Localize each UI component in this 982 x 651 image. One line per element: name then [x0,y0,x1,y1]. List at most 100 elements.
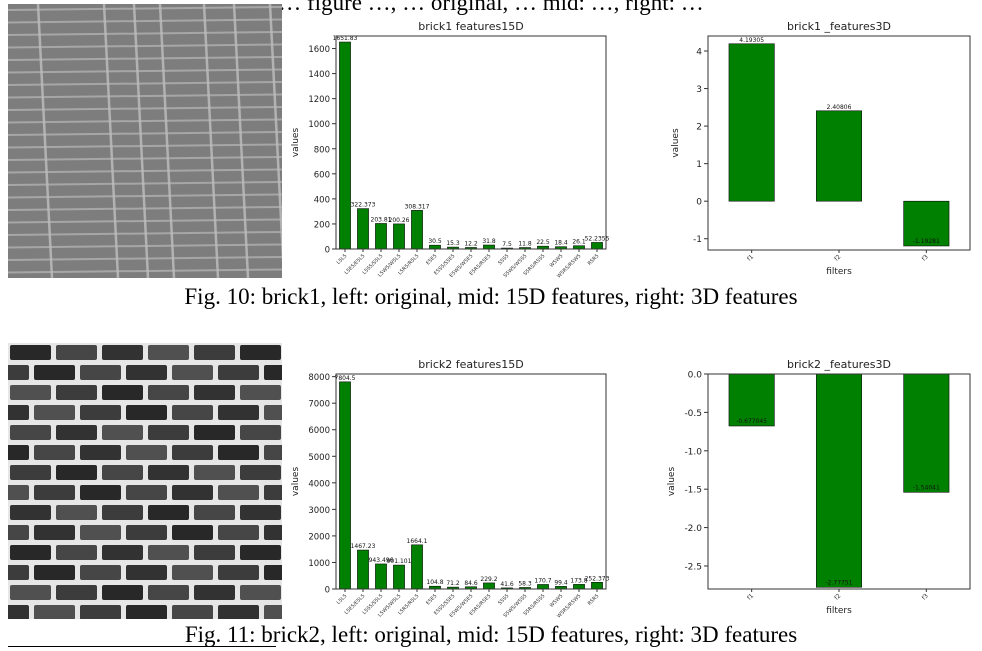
data-label: 943.496 [369,557,394,564]
brick1-3d-chart: brick1 _features3D -1 0 1 2 3 4 values 4.19305 f1… [671,20,971,277]
y-tick-label: 6000 [308,426,330,436]
brick [102,465,143,480]
brick [8,525,29,540]
y-axis-label: values [291,467,301,497]
bar-l5e5-e5l5 [357,549,369,590]
brick [8,365,29,380]
brick [172,405,213,420]
brick [240,385,281,400]
mortar-line [8,156,282,161]
data-label: 84.6 [464,580,478,587]
data-label: 200.26 [389,217,410,224]
brick [102,505,143,520]
data-label: 11.8 [518,241,532,248]
brick [218,525,259,540]
brick [8,605,29,619]
bar-e5r5-r5e5 [483,582,495,590]
mortar-line [8,143,282,149]
x-tick-label: R5R5 [587,593,601,607]
brick [34,445,75,460]
y-tick-label: 600 [314,170,330,180]
x-axis-label: filters [826,606,852,616]
x-tick-label: S5S5 [497,593,510,606]
brick [80,485,121,500]
data-label: -1.19281 [913,238,940,245]
data-label: 99.4 [554,579,568,586]
mortar-line [8,256,282,261]
brick [34,565,75,580]
mortar-line [8,81,282,86]
vertical-joint [232,4,250,278]
brick [264,485,282,500]
bar-l5s5-s5l5 [375,223,387,250]
brick [10,545,51,560]
y-tick-label: -1.5 [684,486,702,496]
brick [126,485,167,500]
data-label: -2.77751 [826,579,853,586]
data-label: 252.373 [585,575,610,582]
vertical-joint [158,4,176,278]
brick [148,385,189,400]
bar-l5s5-s5l5 [375,563,387,590]
brick [102,425,143,440]
data-label: 58.3 [518,580,532,587]
brick [126,605,167,619]
data-label: 31.8 [482,238,496,245]
brick [264,605,282,619]
brick1-texture-image [8,4,282,278]
y-tick-label: 7000 [308,400,330,410]
brick2-3d-chart: brick2 _features3D 0.0 -0.5 -1.0 -1.5 -2.0 -2.… [667,358,971,616]
footnote-rule [8,646,276,647]
x-tick-label: R5R5 [587,253,601,267]
brick [240,425,281,440]
brick [240,505,281,520]
x-tick-label: E5E5 [425,593,438,606]
bar-l5e5-e5l5 [357,208,369,250]
chart-title: brick1 _features3D [787,20,891,33]
x-axis-label: filters [826,267,852,277]
bar-l5l5 [339,41,351,250]
plot-frame [335,373,607,590]
brick [8,405,29,420]
data-label: 1467.23 [351,543,376,550]
brick [126,405,167,420]
mortar-line [8,118,282,124]
y-tick-label: -1 [693,235,702,245]
vertical-joint [36,4,54,278]
brick [194,385,235,400]
y-axis-label: values [671,128,681,158]
brick [102,585,143,600]
x-tick-label: f3 [921,592,930,601]
brick [34,525,75,540]
data-label: 30.5 [428,238,442,245]
bar-f3 [903,200,950,247]
bar-f1 [728,373,775,427]
brick [56,345,97,360]
brick [218,565,259,580]
brick [240,465,281,480]
bar-w5r5-r5w5 [573,584,585,590]
data-label: 52.2355 [585,235,610,242]
brick [148,545,189,560]
brick [218,445,259,460]
brick2-texture-image [8,343,282,619]
data-label: 1664.1 [407,538,428,545]
brick [8,565,29,580]
mortar-line [8,6,282,11]
data-label: 229.2 [480,576,497,583]
brick [56,385,97,400]
brick [56,465,97,480]
data-label: 7.5 [502,241,512,248]
x-tick-label: f2 [833,592,842,601]
brick [264,525,282,540]
brick [8,445,29,460]
bar-l5l5 [339,381,351,590]
y-tick-label: 0 [325,586,330,596]
brick [102,545,143,560]
y-tick-label: -0.5 [684,409,702,419]
brick [56,425,97,440]
brick [80,365,121,380]
chart-title: brick2 features15D [418,358,523,371]
brick [148,585,189,600]
brick [126,365,167,380]
